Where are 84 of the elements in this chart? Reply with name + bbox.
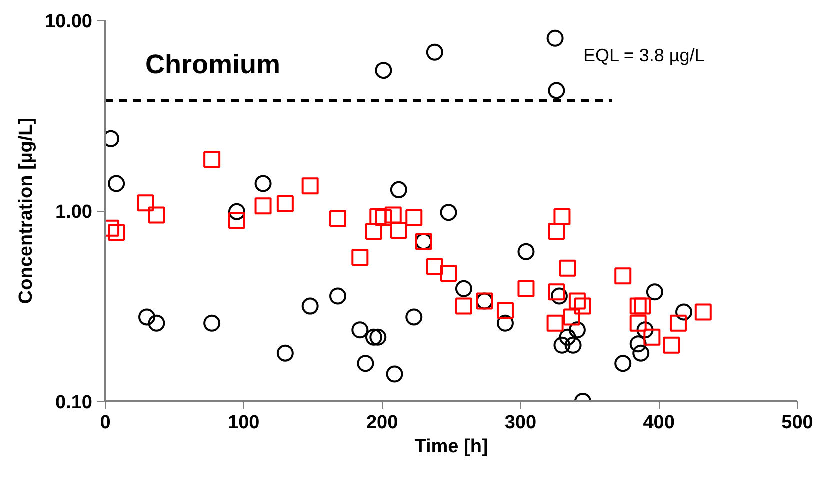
point	[108, 224, 126, 242]
point	[365, 223, 382, 240]
y-tick-label: 10.00	[44, 12, 92, 32]
point	[546, 30, 564, 47]
point	[546, 314, 564, 332]
point	[548, 82, 566, 100]
point	[384, 206, 402, 224]
x-tick-label: 100	[228, 412, 260, 434]
x-tick-label: 500	[782, 412, 814, 434]
point	[352, 322, 369, 339]
point	[440, 264, 458, 282]
point	[548, 223, 566, 240]
point	[302, 178, 319, 195]
point	[568, 292, 586, 310]
point	[559, 260, 576, 277]
point	[204, 314, 221, 332]
point	[614, 355, 632, 372]
point	[632, 344, 650, 362]
point	[375, 62, 392, 80]
text: Chromium	[146, 50, 280, 80]
point	[614, 268, 632, 285]
point	[663, 336, 680, 354]
point	[138, 308, 156, 326]
point	[390, 181, 408, 198]
point	[630, 298, 647, 315]
point	[148, 314, 166, 332]
point	[559, 328, 576, 346]
point	[548, 284, 566, 301]
point	[670, 314, 687, 332]
point	[630, 336, 647, 353]
point	[550, 288, 568, 305]
y-tick-label: 1.00	[56, 202, 93, 223]
point	[370, 328, 387, 346]
point	[574, 298, 592, 315]
point	[254, 175, 272, 192]
point	[554, 208, 571, 226]
point	[228, 212, 246, 230]
point	[228, 203, 246, 220]
point	[357, 355, 374, 372]
point	[496, 314, 514, 332]
x-axis-title: Time [h]	[414, 436, 488, 458]
point	[406, 209, 423, 226]
point	[694, 304, 712, 321]
point	[330, 288, 347, 305]
point	[302, 298, 319, 315]
point	[568, 322, 586, 339]
point	[630, 314, 647, 332]
point	[646, 284, 664, 301]
point	[554, 336, 571, 354]
point	[390, 222, 408, 239]
point	[634, 298, 651, 315]
point	[564, 336, 582, 354]
y-tick-label: 0.10	[56, 392, 93, 414]
y-axis-title: Concentration [µg/L]	[16, 118, 37, 304]
point	[148, 206, 166, 224]
point	[518, 243, 535, 260]
point	[276, 195, 294, 212]
point	[365, 328, 382, 346]
point	[204, 151, 221, 168]
point	[518, 280, 535, 298]
point	[426, 258, 444, 276]
point	[276, 344, 294, 362]
x-tick-label: 0	[100, 412, 111, 434]
point	[108, 175, 126, 192]
point	[330, 210, 347, 228]
point	[496, 302, 514, 320]
annotation: EQL = 3.8 µg/L	[584, 46, 705, 66]
point	[375, 209, 392, 226]
point	[644, 328, 661, 346]
x-tick-label: 300	[504, 412, 537, 434]
point	[352, 249, 369, 266]
x-tick-label: 200	[366, 412, 398, 434]
point	[455, 280, 472, 298]
point	[406, 308, 423, 326]
point	[254, 198, 272, 215]
point	[563, 308, 580, 326]
point	[426, 44, 444, 61]
x-tick-label: 400	[643, 412, 675, 434]
point	[440, 204, 458, 222]
point	[636, 322, 654, 339]
point	[455, 298, 472, 315]
point	[386, 366, 404, 383]
point	[137, 194, 154, 212]
point	[676, 304, 693, 321]
